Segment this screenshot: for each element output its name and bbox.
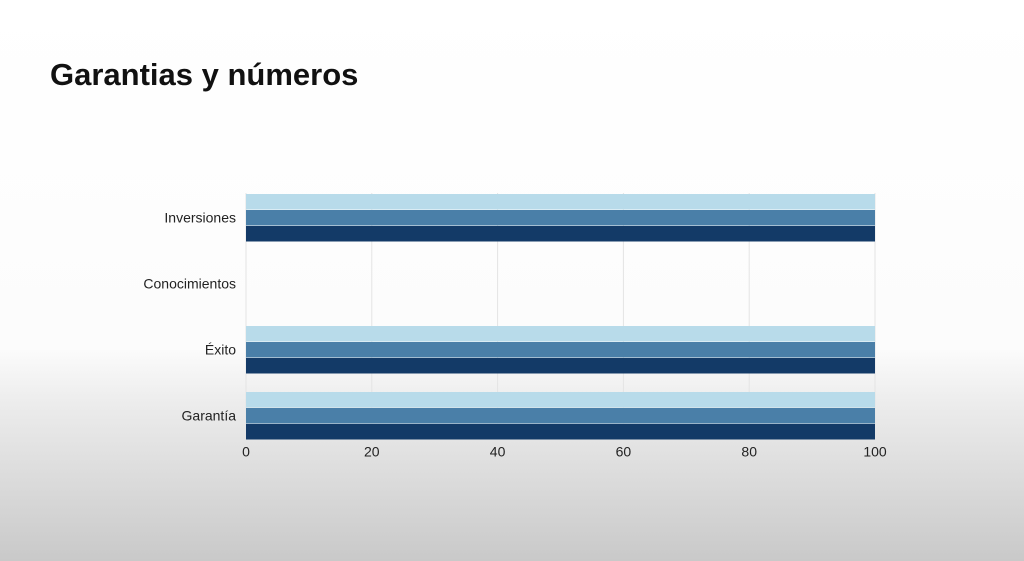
x-tick-label: 60 bbox=[616, 444, 632, 460]
x-tick-label: 80 bbox=[741, 444, 757, 460]
y-tick-label: Inversiones bbox=[164, 210, 236, 226]
bar bbox=[246, 408, 875, 424]
y-tick-label: Éxito bbox=[205, 342, 236, 358]
bar bbox=[246, 194, 875, 210]
bar bbox=[246, 342, 875, 358]
chart-title: Garantias y números bbox=[50, 57, 358, 92]
plot bbox=[246, 194, 875, 440]
x-tick-label: 100 bbox=[863, 444, 887, 460]
x-tick-label: 20 bbox=[364, 444, 380, 460]
bar bbox=[246, 358, 875, 374]
bar bbox=[246, 424, 875, 440]
y-tick-label: Garantía bbox=[182, 408, 237, 424]
bar bbox=[246, 226, 875, 242]
x-tick-label: 0 bbox=[242, 444, 250, 460]
x-tick-label: 40 bbox=[490, 444, 506, 460]
bar bbox=[246, 326, 875, 342]
bar bbox=[246, 210, 875, 226]
bar bbox=[246, 392, 875, 408]
y-tick-label: Conocimientos bbox=[143, 276, 236, 292]
